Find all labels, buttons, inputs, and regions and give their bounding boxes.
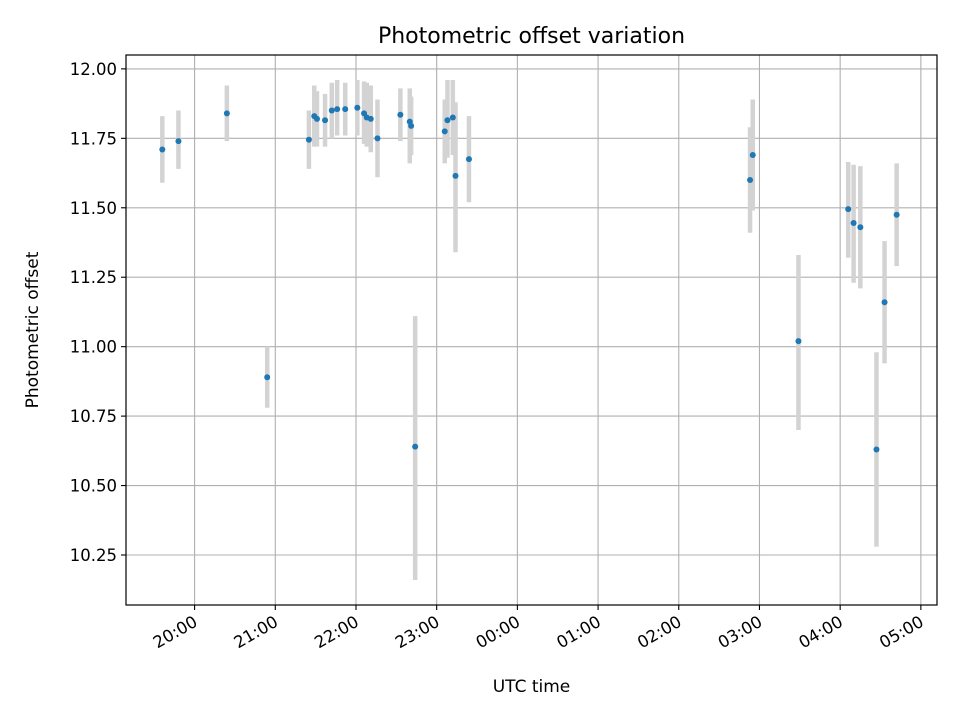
data-point	[305, 136, 312, 143]
x-tick-label: 03:00	[715, 612, 766, 652]
x-tick-label: 01:00	[553, 612, 604, 652]
data-point	[465, 156, 472, 163]
y-tick-label: 11.25	[70, 268, 117, 287]
x-tick-label: 00:00	[473, 612, 524, 652]
data-points	[159, 104, 900, 453]
x-tick-label: 02:00	[634, 612, 685, 652]
x-tick-label: 20:00	[150, 612, 201, 652]
data-point	[795, 338, 802, 345]
error-bars	[160, 80, 899, 580]
x-tick-label: 21:00	[231, 612, 282, 652]
data-point	[322, 117, 329, 124]
data-point	[342, 106, 349, 113]
plot-frame	[125, 54, 938, 606]
data-point	[857, 224, 864, 231]
data-point	[444, 117, 451, 124]
x-axis-ticks: 20:00 21:00 22:00 23:00 00:00 01:00 02:00 03:00…	[150, 605, 927, 652]
data-point	[374, 135, 381, 142]
data-point	[408, 122, 415, 129]
chart-title: Photometric offset variation	[378, 24, 685, 49]
data-point	[881, 299, 888, 306]
y-tick-label: 11.75	[70, 129, 117, 148]
data-point	[845, 206, 852, 213]
data-point	[747, 177, 754, 183]
data-point	[850, 220, 857, 227]
y-tick-label: 10.50	[70, 477, 117, 496]
data-point	[328, 107, 335, 114]
y-tick-label: 10.25	[70, 546, 117, 565]
y-tick-label: 11.00	[70, 338, 117, 357]
data-point	[264, 374, 271, 381]
x-tick-label: 05:00	[876, 612, 927, 652]
y-axis-label: Photometric offset	[23, 251, 43, 408]
data-point	[441, 128, 448, 135]
y-tick-label: 10.75	[70, 407, 117, 426]
y-axis-ticks: 10.25 10.50 10.75 11.00 11.25 11.50 11.75 12.00	[70, 60, 126, 565]
y-tick-label: 11.50	[70, 199, 117, 218]
x-axis-label: UTC time	[493, 677, 571, 697]
data-point	[367, 115, 374, 122]
data-point	[873, 446, 880, 453]
data-point	[397, 111, 404, 118]
x-tick-label: 23:00	[392, 612, 443, 652]
data-point	[412, 443, 419, 450]
grid	[126, 55, 937, 605]
x-tick-label: 22:00	[311, 612, 362, 652]
y-tick-label: 12.00	[70, 60, 117, 79]
data-point	[452, 172, 459, 179]
data-point	[159, 146, 166, 153]
data-point	[223, 110, 230, 117]
data-point	[313, 115, 320, 122]
data-point	[449, 114, 456, 121]
data-point	[334, 106, 341, 113]
data-point	[893, 211, 900, 218]
data-point	[749, 152, 756, 158]
x-tick-label: 04:00	[795, 612, 846, 652]
data-point	[175, 138, 182, 145]
data-point	[354, 104, 361, 111]
